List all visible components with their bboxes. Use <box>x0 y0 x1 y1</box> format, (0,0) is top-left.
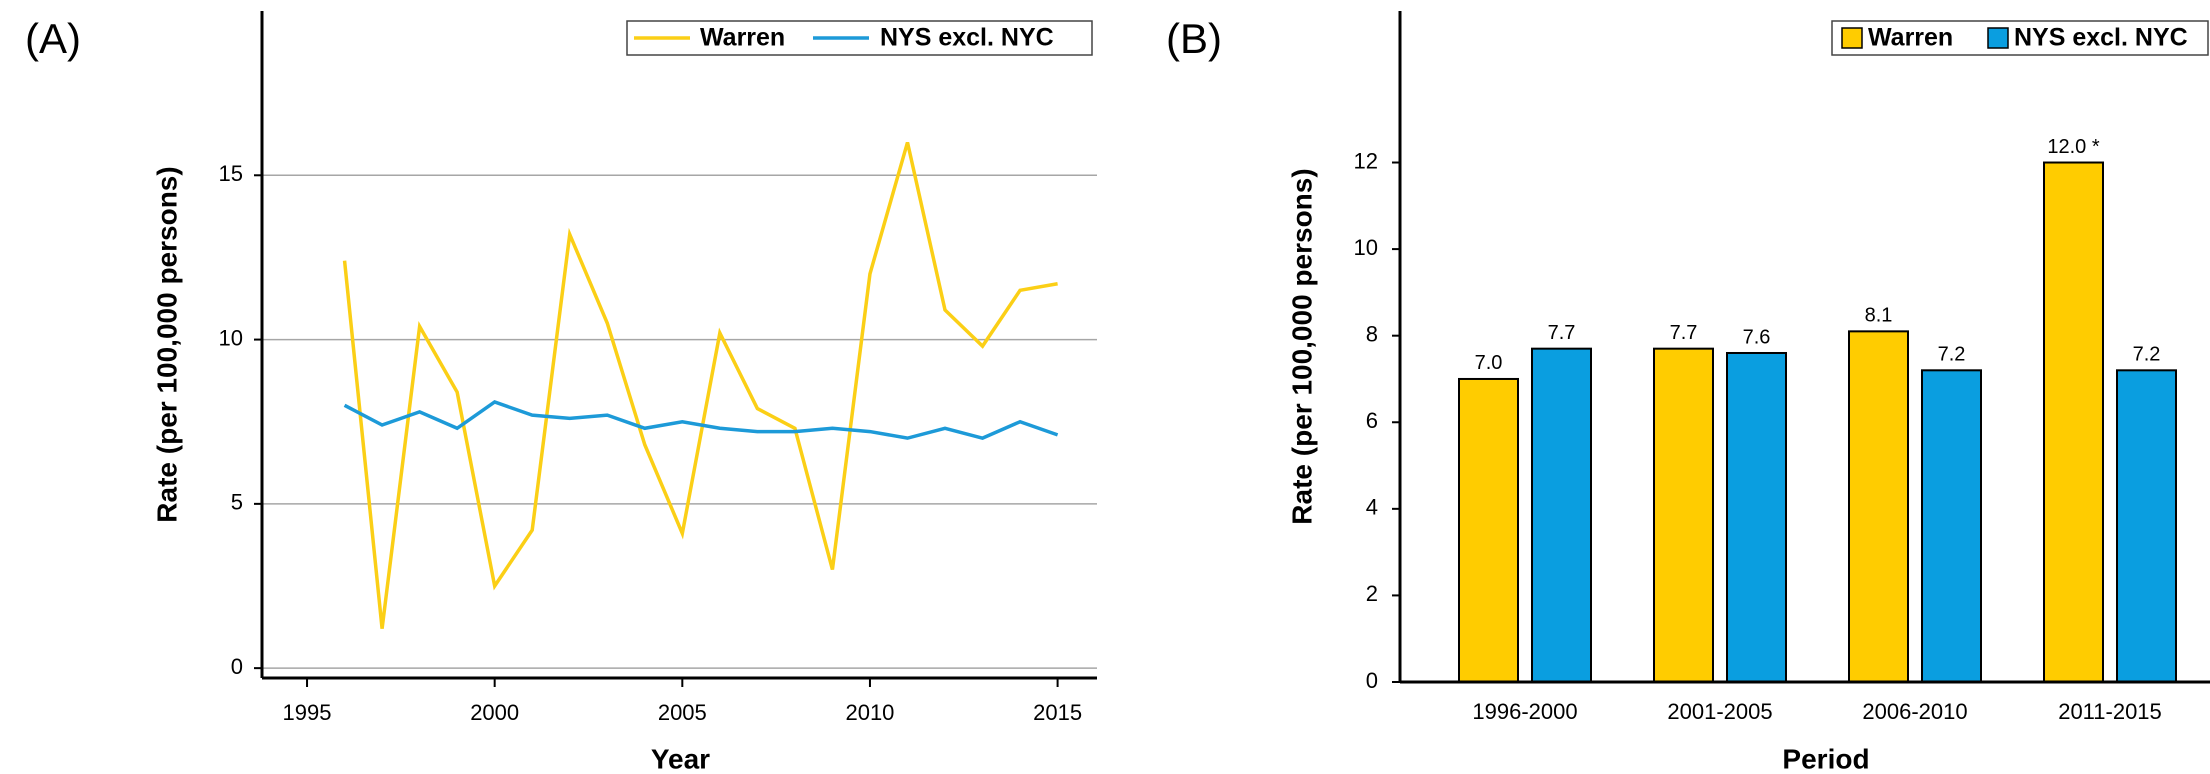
x-tick-label: 1995 <box>283 700 332 725</box>
y-axis-title: Rate (per 100,000 persons) <box>1286 168 1317 524</box>
value-label: 7.7 <box>1670 322 1698 344</box>
bar <box>1531 347 1592 683</box>
bar <box>1458 377 1519 683</box>
bar <box>2043 161 2104 684</box>
y-tick-label: 4 <box>1366 495 1378 520</box>
value-label: 7.2 <box>2133 344 2161 366</box>
value-label: 7.0 <box>1475 352 1503 374</box>
x-tick-label: 2015 <box>1033 700 1082 725</box>
series-line <box>343 400 1059 440</box>
value-label: 12.0 * <box>2047 136 2099 158</box>
bar <box>1921 369 1982 683</box>
legend-box <box>1831 20 2209 56</box>
y-tick-label: 2 <box>1366 581 1378 606</box>
y-tick-label: 12 <box>1354 148 1378 173</box>
panel-label: (B) <box>1166 15 1222 62</box>
y-tick-label: 6 <box>1366 408 1378 433</box>
x-tick-label: 2005 <box>658 700 707 725</box>
y-axis-title: Rate (per 100,000 persons) <box>151 166 182 522</box>
y-tick-label: 15 <box>219 161 243 186</box>
y-tick-label: 5 <box>231 490 243 515</box>
bar <box>1848 330 1909 683</box>
legend-swatch <box>1987 27 2009 49</box>
value-label: 7.2 <box>1938 344 1966 366</box>
x-tick-label: 2006-2010 <box>1862 699 1967 724</box>
value-label: 8.1 <box>1865 305 1893 327</box>
legend-swatch <box>1841 27 1863 49</box>
series-line <box>342 141 1058 629</box>
x-axis-title: Period <box>1782 743 1869 774</box>
x-tick-label: 2010 <box>845 700 894 725</box>
y-tick-label: 8 <box>1366 321 1378 346</box>
legend-label: Warren <box>1868 24 1953 52</box>
panel-label: (A) <box>25 15 81 62</box>
bar <box>1726 351 1787 683</box>
legend-label: Warren <box>700 24 785 52</box>
x-axis-title: Year <box>651 743 710 774</box>
value-label: 7.6 <box>1743 326 1771 348</box>
value-label: 7.7 <box>1548 322 1576 344</box>
legend-label: NYS excl. NYC <box>2014 24 2188 52</box>
x-tick-label: 2011-2015 <box>2058 699 2162 724</box>
legend-label: NYS excl. NYC <box>880 24 1054 52</box>
y-tick-label: 0 <box>231 654 243 679</box>
y-tick-label: 10 <box>1354 235 1378 260</box>
y-tick-label: 10 <box>219 325 243 350</box>
x-tick-label: 2000 <box>470 700 519 725</box>
bar <box>2116 369 2177 683</box>
x-tick-label: 2001-2005 <box>1667 699 1772 724</box>
bar <box>1653 347 1714 683</box>
x-tick-label: 1996-2000 <box>1472 699 1577 724</box>
y-tick-label: 0 <box>1366 668 1378 693</box>
